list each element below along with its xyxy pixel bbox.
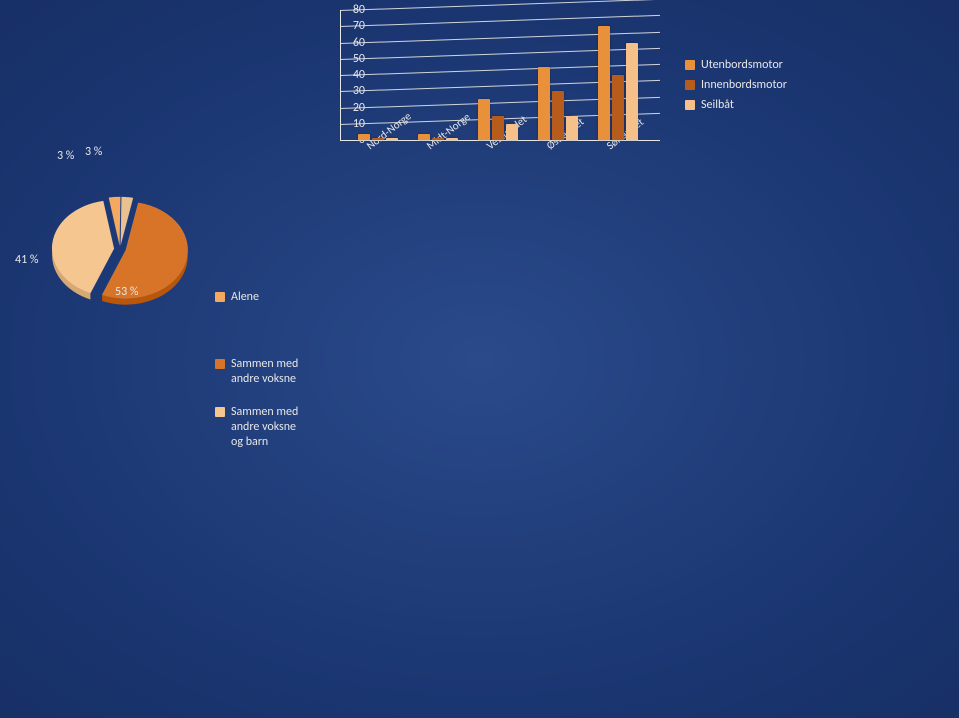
- bar-chart: 01020304050607080 Nord-NorgeMidt-NorgeVe…: [310, 10, 750, 190]
- bar: [538, 67, 550, 140]
- bar: [626, 43, 638, 141]
- bar: [612, 75, 624, 140]
- legend-swatch: [215, 359, 225, 369]
- legend-item: Sammen med andre voksne og barn: [215, 405, 305, 450]
- bar: [552, 91, 564, 140]
- legend-label: Sammen med andre voksne og barn: [231, 405, 305, 450]
- legend-swatch: [685, 100, 695, 110]
- legend-label: Utenbordsmotor: [701, 58, 783, 72]
- bar: [598, 26, 610, 140]
- bar: [478, 99, 490, 140]
- pct-label: 53 %: [115, 285, 138, 299]
- legend-label: Seilbåt: [701, 98, 734, 112]
- legend-item: Utenbordsmotor: [685, 58, 787, 72]
- legend-label: Sammen med andre voksne: [231, 357, 305, 387]
- legend-label: Innenbordsmotor: [701, 78, 787, 92]
- bar: [432, 138, 444, 140]
- pct-label: 3 %: [57, 149, 74, 163]
- bar: [492, 116, 504, 140]
- legend-item: Innenbordsmotor: [685, 78, 787, 92]
- pct-label: 3 %: [85, 145, 102, 159]
- legend-item: Seilbåt: [685, 98, 787, 112]
- legend-item: Alene: [215, 290, 305, 305]
- legend-swatch: [215, 407, 225, 417]
- bar: [418, 134, 430, 141]
- legend-swatch: [685, 80, 695, 90]
- bar: [358, 134, 370, 141]
- bar: [386, 138, 398, 140]
- bar: [566, 116, 578, 140]
- bar: [372, 138, 384, 140]
- legend-label: Alene: [231, 290, 259, 305]
- bar: [446, 138, 458, 140]
- pct-label: 41 %: [15, 253, 38, 267]
- legend-swatch: [215, 292, 225, 302]
- legend-swatch: [685, 60, 695, 70]
- pie-chart: 3 % 3 % 41 % 53 % Alene Sammen med andre…: [15, 145, 305, 365]
- pie-chart-legend: Alene Sammen med andre voksne Sammen med…: [215, 290, 305, 468]
- legend-item: Sammen med andre voksne: [215, 357, 305, 387]
- bar-groups: [340, 10, 660, 140]
- bar-chart-legend: Utenbordsmotor Innenbordsmotor Seilbåt: [685, 58, 787, 118]
- bar: [506, 124, 518, 140]
